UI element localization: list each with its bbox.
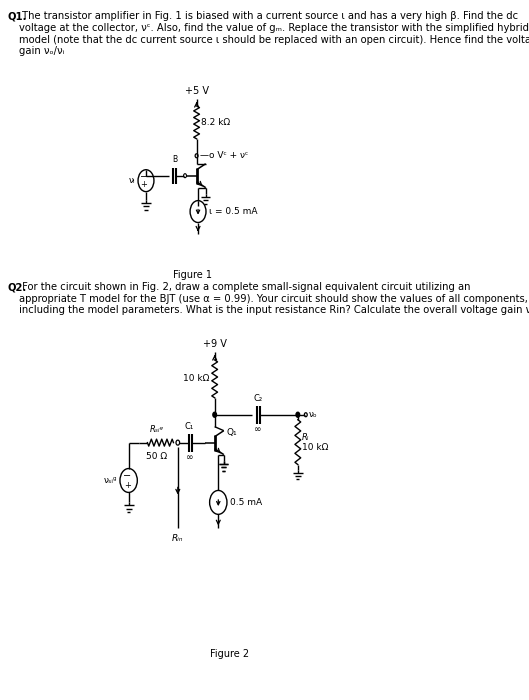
Text: +5 V: +5 V [185,86,208,96]
Text: +9 V: +9 V [203,339,226,349]
Text: −: − [123,470,131,480]
Text: νₒ: νₒ [308,410,317,419]
Text: νₛᵢᵍ: νₛᵢᵍ [104,476,117,485]
Text: C₁: C₁ [185,421,194,430]
Text: ∞: ∞ [254,425,262,434]
Text: ι = 0.5 mA: ι = 0.5 mA [209,207,258,216]
Text: νᵢ: νᵢ [129,176,135,186]
Text: Q1.: Q1. [7,11,26,21]
Text: −: − [140,172,148,182]
Text: 10 kΩ: 10 kΩ [302,442,329,452]
Circle shape [296,412,299,417]
Text: Q₁: Q₁ [227,428,238,438]
Text: Rₗ: Rₗ [302,433,309,442]
Text: Rₛᵢᵍ: Rₛᵢᵍ [150,425,164,434]
Text: B: B [172,155,177,164]
Text: +: + [124,481,131,490]
Text: Rᵢₙ: Rᵢₙ [172,534,184,543]
Text: 50 Ω: 50 Ω [147,452,167,461]
Circle shape [213,412,216,417]
Text: ∞: ∞ [186,453,193,461]
Text: For the circuit shown in Fig. 2, draw a complete small-signal equivalent circuit: For the circuit shown in Fig. 2, draw a … [19,282,529,316]
Text: Figure 2: Figure 2 [209,649,249,659]
Text: 8.2 kΩ: 8.2 kΩ [201,118,230,127]
Text: Figure 1: Figure 1 [174,270,213,280]
Text: The transistor amplifier in Fig. 1 is biased with a current source ι and has a v: The transistor amplifier in Fig. 1 is bi… [19,11,529,56]
Text: 10 kΩ: 10 kΩ [183,374,209,384]
Text: C₂: C₂ [253,394,262,402]
Text: 0.5 mA: 0.5 mA [230,498,262,507]
Text: —o Vᶜ + νᶜ: —o Vᶜ + νᶜ [200,151,249,160]
Text: +: + [140,180,147,189]
Text: Q2.: Q2. [7,282,26,293]
